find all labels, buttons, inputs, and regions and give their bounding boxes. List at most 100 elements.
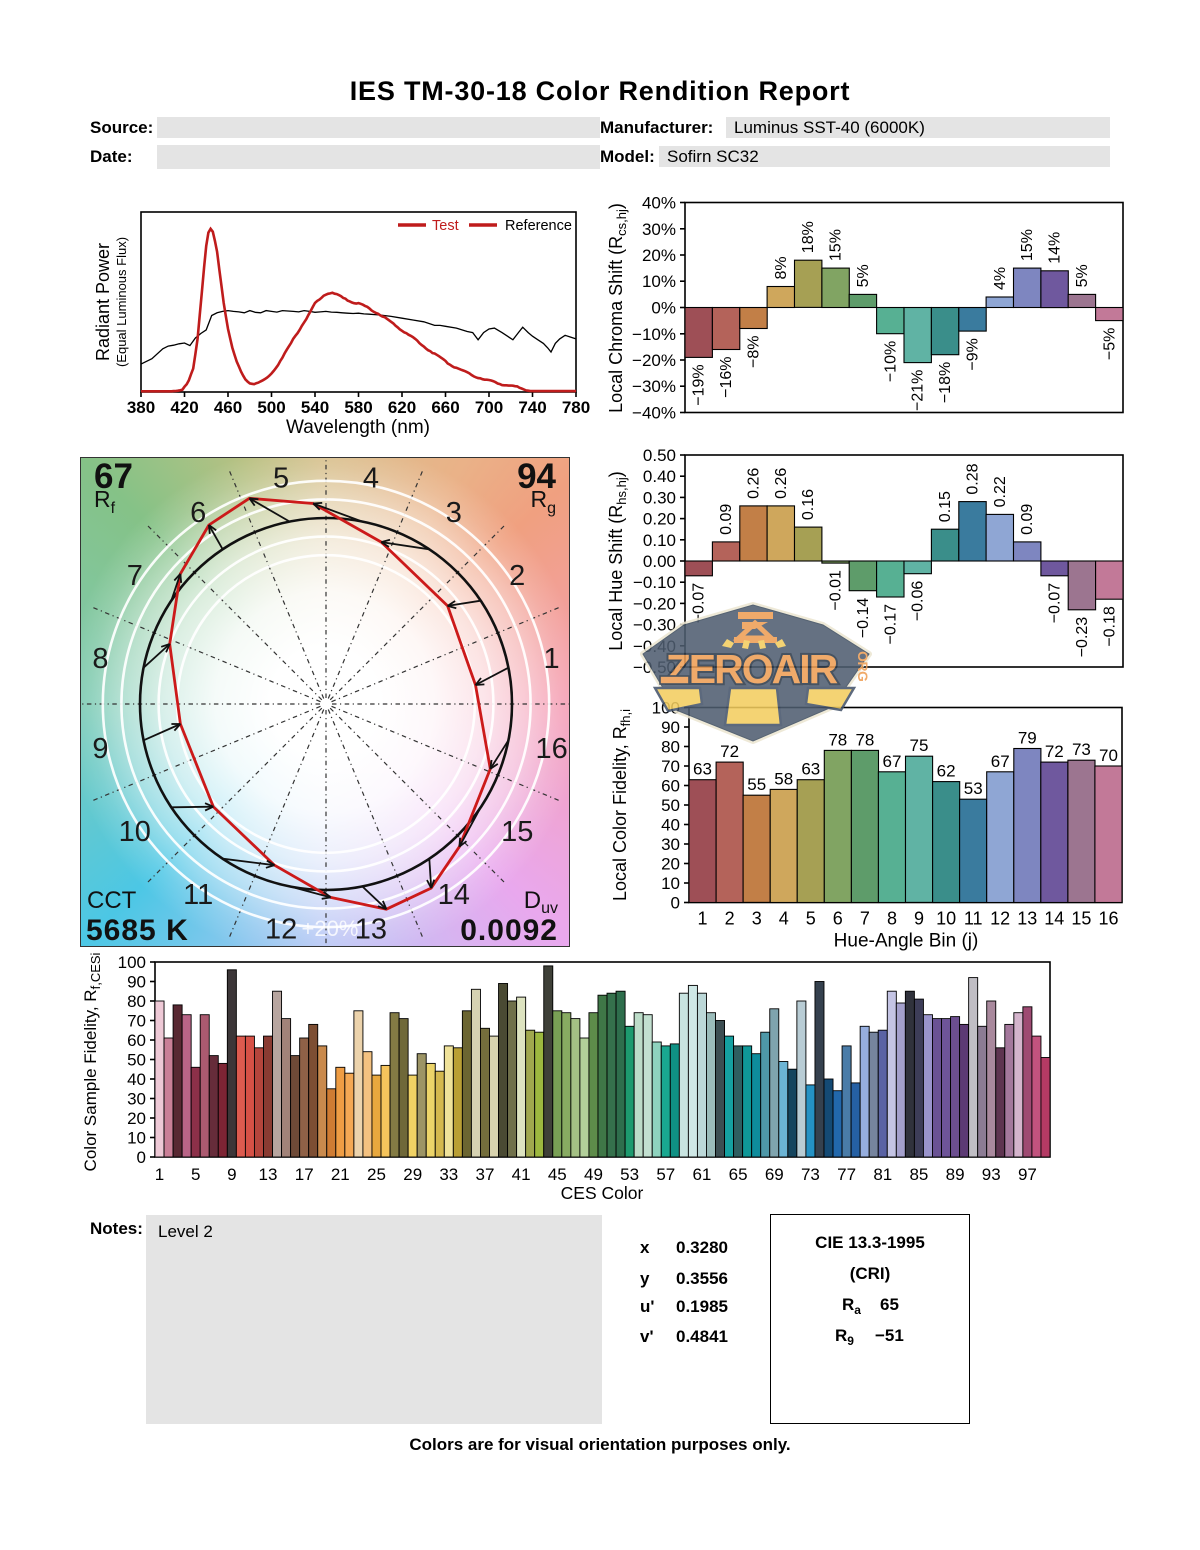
svg-text:16: 16 — [535, 733, 567, 765]
svg-text:500: 500 — [257, 398, 285, 417]
svg-text:5685 K: 5685 K — [86, 914, 189, 947]
svg-text:14: 14 — [438, 879, 470, 911]
svg-text:67: 67 — [883, 752, 902, 771]
svg-text:ORG: ORG — [855, 651, 871, 682]
svg-text:CES Color: CES Color — [561, 1183, 644, 1203]
svg-text:72: 72 — [720, 742, 739, 761]
svg-text:0.10: 0.10 — [643, 531, 676, 550]
svg-text:0.15: 0.15 — [937, 491, 954, 522]
svg-text:89: 89 — [946, 1165, 965, 1184]
svg-text:−0.14: −0.14 — [855, 598, 872, 639]
svg-text:Local Chroma Shift (Rcs,hj): Local Chroma Shift (Rcs,hj) — [606, 203, 629, 413]
svg-text:0.16: 0.16 — [800, 489, 817, 520]
svg-text:78: 78 — [855, 730, 874, 749]
svg-text:60: 60 — [127, 1031, 146, 1050]
svg-text:80: 80 — [127, 992, 146, 1011]
svg-text:90: 90 — [661, 718, 680, 737]
svg-text:11: 11 — [183, 879, 213, 911]
svg-text:30%: 30% — [642, 220, 676, 239]
svg-text:13: 13 — [259, 1165, 278, 1184]
svg-text:−0.07: −0.07 — [1047, 583, 1064, 624]
svg-text:10: 10 — [661, 874, 680, 893]
svg-text:67: 67 — [94, 458, 133, 496]
svg-text:740: 740 — [518, 398, 546, 417]
svg-text:30: 30 — [661, 835, 680, 854]
svg-text:53: 53 — [620, 1165, 639, 1184]
svg-text:5: 5 — [806, 909, 816, 929]
svg-text:−10%: −10% — [632, 325, 676, 344]
svg-text:3: 3 — [752, 909, 762, 929]
svg-text:1: 1 — [155, 1165, 164, 1184]
svg-text:67: 67 — [991, 752, 1010, 771]
svg-text:40: 40 — [661, 816, 680, 835]
svg-text:9: 9 — [914, 909, 924, 929]
svg-text:37: 37 — [476, 1165, 495, 1184]
svg-text:0: 0 — [137, 1148, 146, 1167]
svg-text:0.26: 0.26 — [745, 468, 762, 499]
svg-text:15%: 15% — [1019, 229, 1036, 261]
svg-text:30: 30 — [127, 1090, 146, 1109]
svg-text:8: 8 — [887, 909, 897, 929]
svg-text:5%: 5% — [855, 264, 872, 287]
svg-text:15: 15 — [1071, 909, 1091, 929]
svg-text:Local Hue Shift (Rhs,hj): Local Hue Shift (Rhs,hj) — [606, 471, 629, 651]
svg-text:20: 20 — [661, 855, 680, 874]
svg-text:−30%: −30% — [632, 377, 676, 396]
svg-text:0.50: 0.50 — [643, 446, 676, 465]
svg-text:0.09: 0.09 — [718, 504, 735, 535]
svg-text:−0.17: −0.17 — [882, 604, 899, 645]
svg-text:−10%: −10% — [882, 341, 899, 382]
svg-text:12: 12 — [265, 914, 297, 946]
svg-text:29: 29 — [403, 1165, 422, 1184]
svg-text:0.09: 0.09 — [1019, 504, 1036, 535]
svg-text:7: 7 — [860, 909, 870, 929]
svg-text:10%: 10% — [642, 272, 676, 291]
svg-text:0.20: 0.20 — [643, 510, 676, 529]
svg-text:0%: 0% — [651, 299, 676, 318]
svg-text:−40%: −40% — [632, 404, 676, 423]
svg-text:70: 70 — [1099, 746, 1118, 765]
svg-text:0.30: 0.30 — [643, 488, 676, 507]
svg-text:85: 85 — [909, 1165, 928, 1184]
svg-text:13: 13 — [355, 914, 387, 946]
svg-text:ZEROAIR: ZEROAIR — [666, 646, 838, 692]
svg-text:14: 14 — [1044, 909, 1064, 929]
svg-text:80: 80 — [661, 738, 680, 757]
svg-text:−20%: −20% — [632, 351, 676, 370]
svg-text:72: 72 — [1045, 742, 1064, 761]
svg-text:−16%: −16% — [718, 357, 735, 398]
svg-text:20%: 20% — [642, 246, 676, 265]
svg-text:0.26: 0.26 — [773, 468, 790, 499]
svg-text:4: 4 — [363, 462, 379, 494]
svg-text:17: 17 — [295, 1165, 314, 1184]
svg-text:65: 65 — [729, 1165, 748, 1184]
svg-text:8: 8 — [92, 643, 108, 675]
svg-text:9: 9 — [227, 1165, 236, 1184]
svg-text:0.0092: 0.0092 — [460, 914, 558, 947]
svg-text:13: 13 — [1017, 909, 1037, 929]
svg-text:62: 62 — [937, 762, 956, 781]
svg-text:Wavelength (nm): Wavelength (nm) — [286, 417, 430, 438]
svg-text:15: 15 — [501, 816, 533, 848]
svg-text:1: 1 — [697, 909, 707, 929]
svg-text:+20%: +20% — [302, 916, 359, 941]
svg-text:CCT: CCT — [87, 887, 137, 914]
svg-text:0: 0 — [671, 894, 680, 913]
svg-text:4: 4 — [779, 909, 789, 929]
svg-text:20: 20 — [127, 1109, 146, 1128]
svg-text:12: 12 — [990, 909, 1010, 929]
svg-text:1: 1 — [544, 643, 560, 675]
svg-text:10: 10 — [119, 816, 151, 848]
svg-text:33: 33 — [439, 1165, 458, 1184]
svg-text:55: 55 — [747, 775, 766, 794]
svg-text:97: 97 — [1018, 1165, 1037, 1184]
svg-text:0.40: 0.40 — [643, 467, 676, 486]
svg-text:40%: 40% — [642, 194, 676, 213]
svg-text:25: 25 — [367, 1165, 386, 1184]
svg-text:5%: 5% — [1074, 264, 1091, 287]
svg-text:73: 73 — [1072, 740, 1091, 759]
svg-text:(Equal Luminous Flux): (Equal Luminous Flux) — [114, 237, 129, 367]
svg-text:Hue-Angle Bin (j): Hue-Angle Bin (j) — [834, 931, 979, 952]
svg-text:15%: 15% — [828, 229, 845, 261]
svg-text:57: 57 — [656, 1165, 675, 1184]
